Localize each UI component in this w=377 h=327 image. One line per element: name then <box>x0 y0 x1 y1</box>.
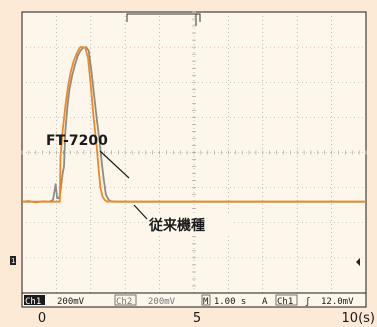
x-tick-label-5: 5 <box>193 311 201 326</box>
series-line-ft7200 <box>21 46 366 204</box>
annotation-label-ft7200: FT-7200 <box>46 133 108 149</box>
status-trigger-ch: Ch1 <box>277 297 293 307</box>
status-trigger-level: 12.0mV <box>321 297 354 307</box>
status-timebase: M 1.00 s <box>203 297 246 307</box>
trigger-bracket <box>126 13 201 26</box>
status-bar: Ch1 200mV Ch2 200mV M 1.00 s A Ch1 ʃ 12.… <box>21 292 367 308</box>
x-tick-label-0: 0 <box>38 311 46 326</box>
svg-text:1: 1 <box>11 257 15 265</box>
status-ch2-scale: 200mV <box>148 297 176 307</box>
trigger-level-icon <box>356 258 360 266</box>
status-acq: A <box>262 297 268 307</box>
annotation-label-conventional: 従来機種 <box>148 217 205 234</box>
status-trigger-slope-icon: ʃ <box>305 297 310 307</box>
traces <box>21 46 366 204</box>
annotation-ft7200: FT-7200 <box>46 133 130 179</box>
x-tick-label-10: 10(s) <box>342 311 375 326</box>
status-ch1-scale: 200mV <box>57 297 85 307</box>
annotation-conventional: 従来機種 <box>133 204 233 235</box>
ground-marker-icon: 1 <box>10 256 16 265</box>
status-ch2: Ch2 <box>116 297 132 307</box>
status-ch1: Ch1 <box>25 297 41 307</box>
